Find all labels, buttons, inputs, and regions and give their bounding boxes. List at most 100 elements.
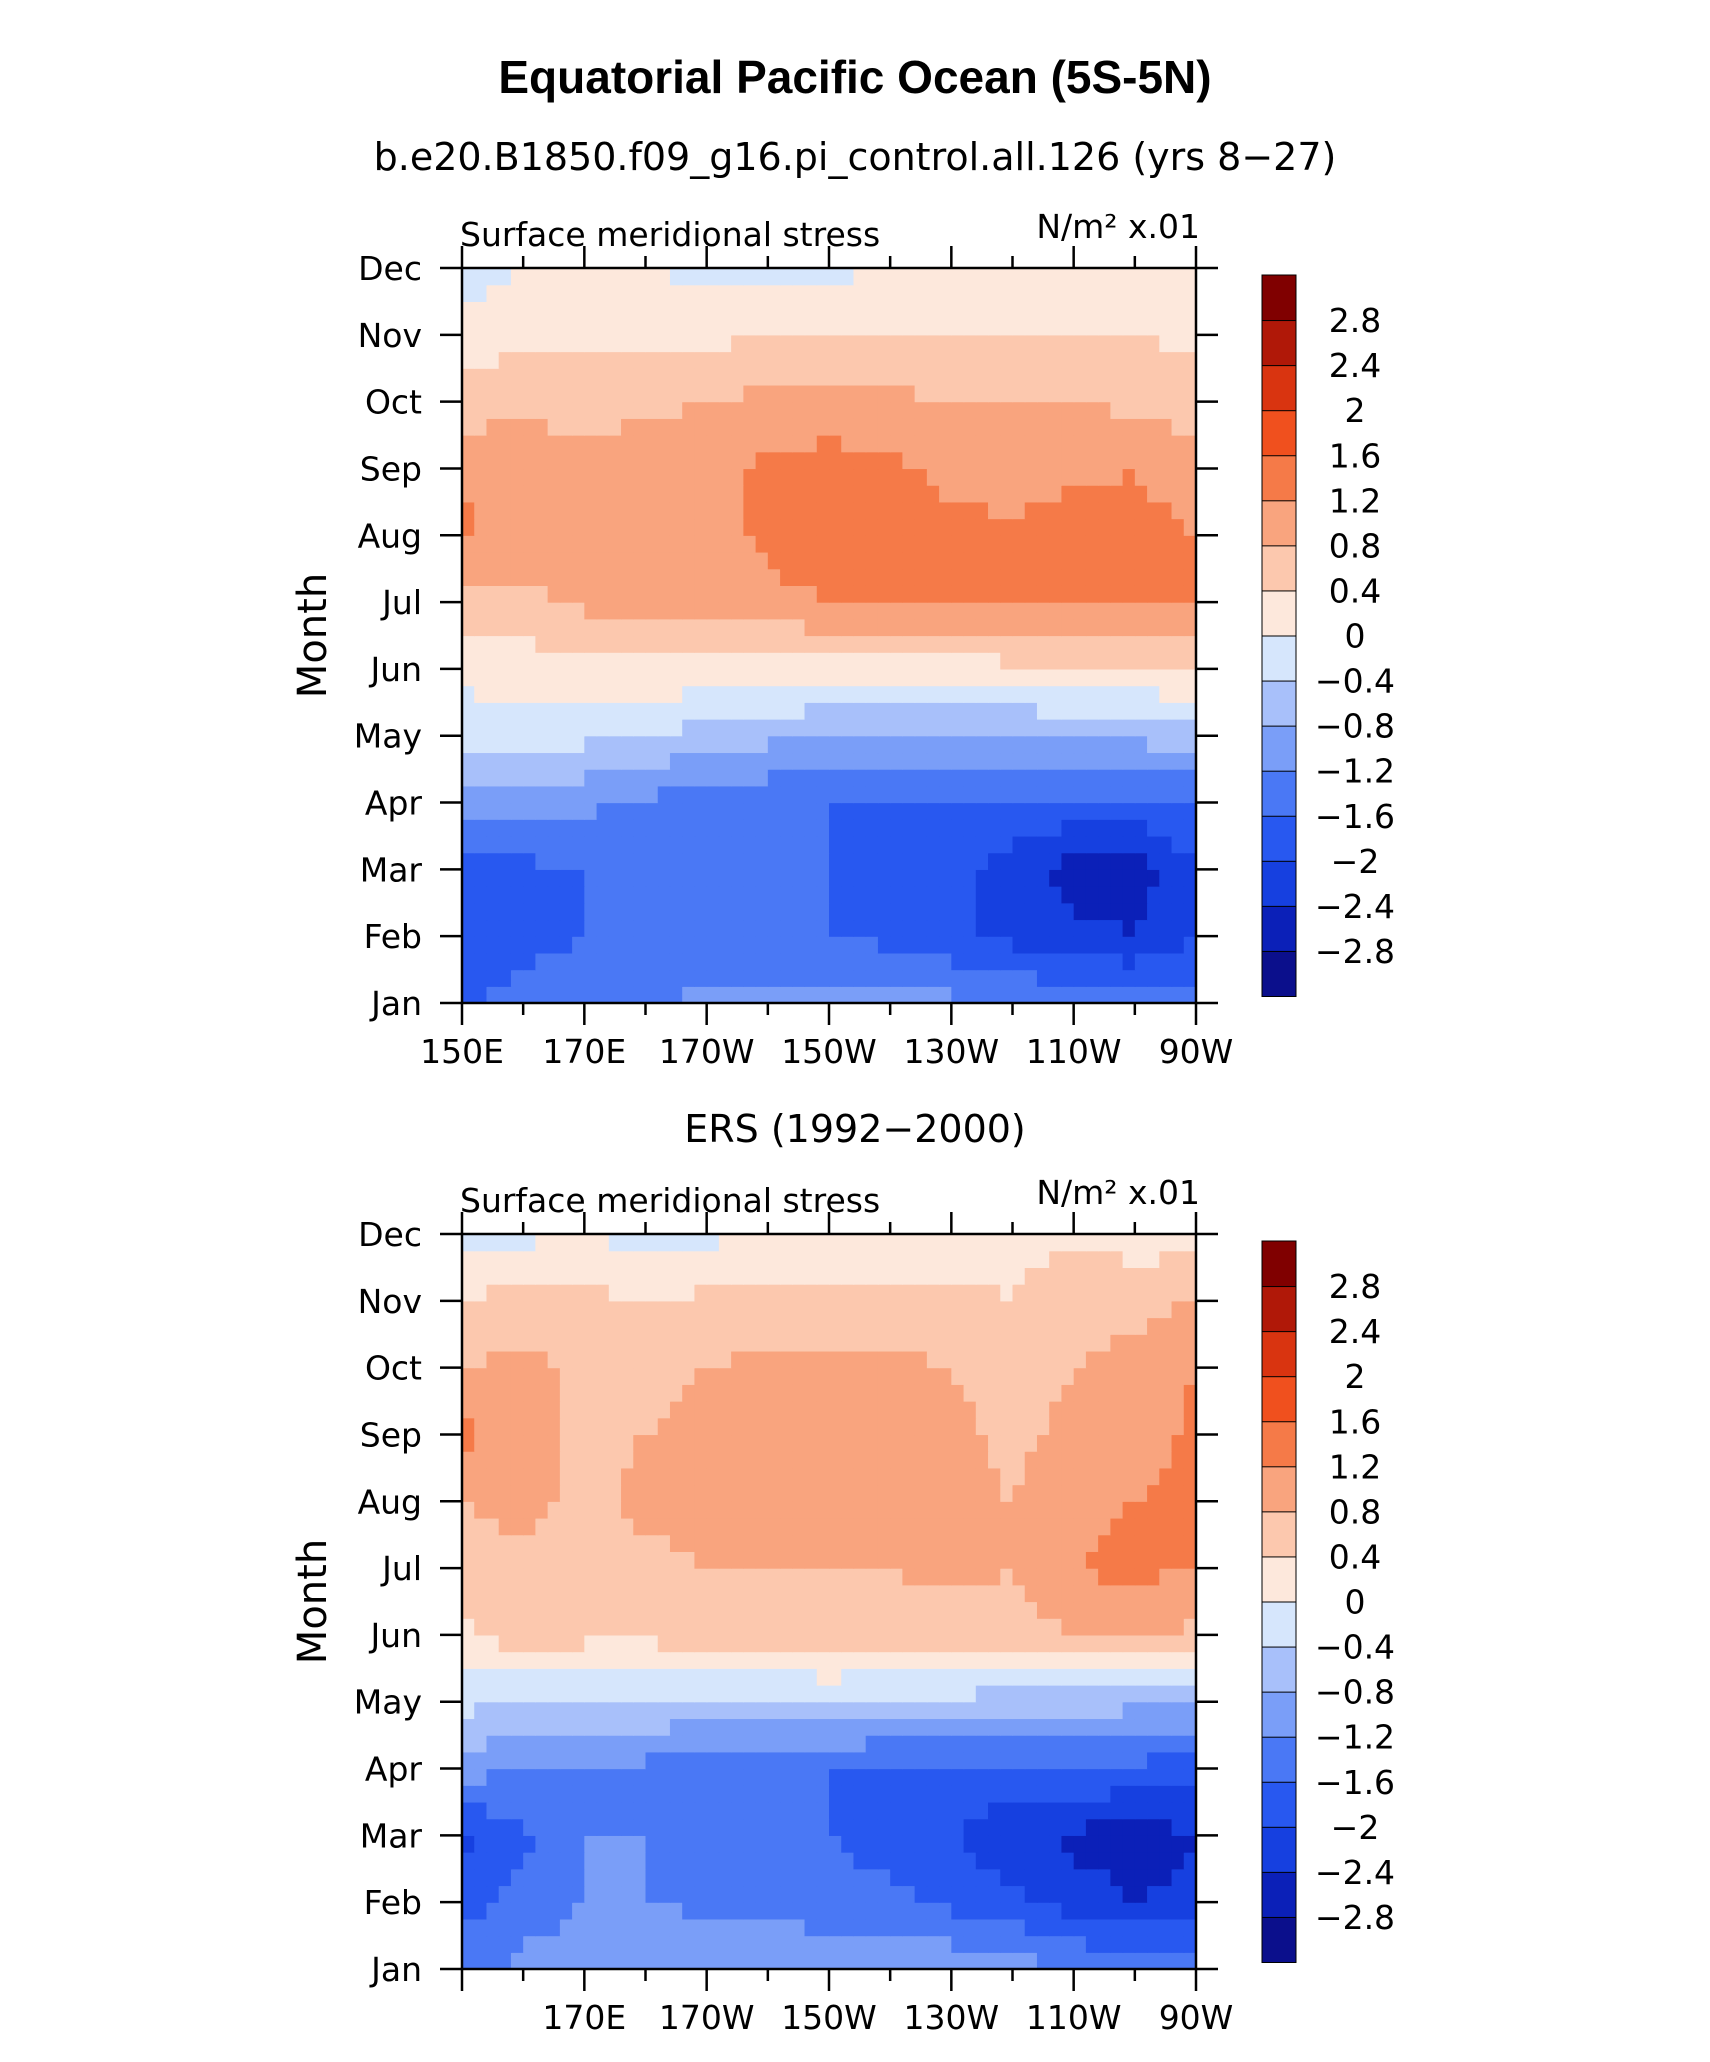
heat-cell — [1049, 1685, 1063, 1703]
heat-cell — [939, 585, 952, 603]
heat-cell — [645, 501, 659, 520]
heat-cell — [1061, 501, 1075, 520]
heat-cell — [523, 1685, 536, 1703]
heat-cell — [731, 1735, 744, 1753]
heat-cell — [877, 368, 891, 386]
heat-cell — [1098, 334, 1111, 353]
heat-cell — [767, 602, 781, 620]
heat-cell — [1122, 719, 1136, 737]
heat-cell — [608, 852, 622, 870]
heat-cell — [584, 1902, 598, 1920]
heat-cell — [951, 1517, 965, 1536]
heat-cell — [865, 318, 879, 336]
heat-cell — [669, 1501, 683, 1519]
heat-cell — [743, 1501, 757, 1519]
heat-cell — [706, 1350, 720, 1369]
heat-cell — [804, 1735, 818, 1753]
heat-cell — [462, 1618, 475, 1636]
heat-cell — [865, 1534, 879, 1552]
heat-cell — [755, 318, 769, 336]
heat-cell — [510, 368, 524, 386]
heat-cell — [914, 1618, 928, 1636]
heat-cell — [829, 1902, 842, 1920]
heat-cell — [523, 902, 536, 921]
heat-cell — [804, 284, 818, 302]
heat-cell — [572, 735, 585, 754]
heat-cell — [474, 468, 488, 486]
heat-cell — [816, 518, 830, 536]
heat-cell — [645, 1417, 659, 1436]
heat-cell — [926, 752, 940, 770]
heat-cell — [633, 334, 647, 353]
colorbar-label: 2.8 — [1329, 301, 1381, 340]
heat-cell — [718, 802, 732, 820]
heat-cell — [694, 501, 708, 520]
heat-cell — [1012, 936, 1026, 954]
colorbar-label: −2 — [1331, 842, 1380, 881]
heat-cell — [706, 1618, 720, 1636]
heat-cell — [718, 785, 732, 804]
heat-cell — [1110, 1417, 1124, 1436]
heat-cell — [731, 652, 744, 670]
heat-cell — [584, 568, 598, 586]
heat-cell — [1134, 568, 1148, 586]
heat-cell — [755, 535, 769, 553]
heat-cell — [486, 652, 500, 670]
heat-cell — [584, 936, 598, 954]
heat-cell — [510, 986, 524, 1004]
heat-cell — [572, 1534, 585, 1552]
heat-cell — [755, 1801, 769, 1820]
heat-cell — [1024, 1768, 1038, 1786]
heat-cell — [853, 318, 867, 336]
heat-cell — [669, 1568, 683, 1586]
heat-cell — [1036, 1534, 1050, 1552]
heat-cell — [474, 1334, 488, 1352]
heat-cell — [792, 1835, 806, 1853]
heat-cell — [731, 702, 744, 720]
heat-cell — [498, 1501, 512, 1519]
heat-cell — [1134, 284, 1148, 302]
heat-cell — [988, 535, 1001, 553]
heat-cell — [902, 401, 916, 419]
heat-cell — [1122, 518, 1136, 536]
heat-cell — [523, 1935, 536, 1953]
heat-cell — [816, 1568, 830, 1586]
heat-cell — [767, 318, 781, 336]
heat-cell — [1085, 418, 1099, 436]
heat-cell — [890, 301, 903, 319]
heat-cell — [657, 1334, 671, 1352]
heat-cell — [743, 952, 757, 971]
heat-cell — [926, 886, 940, 904]
heat-cell — [535, 1935, 549, 1953]
heat-cell — [523, 1801, 536, 1820]
heat-cell — [596, 384, 610, 403]
heat-cell — [498, 451, 512, 470]
heat-cell — [608, 1350, 622, 1369]
heat-cell — [547, 785, 561, 804]
heat-cell — [498, 1584, 512, 1603]
heat-cell — [706, 902, 720, 921]
heat-cell — [559, 835, 573, 854]
heat-cell — [706, 1384, 720, 1402]
heat-cell — [926, 535, 940, 553]
heat-cell — [780, 1818, 793, 1836]
heat-cell — [853, 1451, 867, 1469]
heat-cell — [1061, 418, 1075, 436]
heat-cell — [853, 785, 867, 804]
heat-cell — [988, 1785, 1001, 1803]
heat-cell — [669, 1852, 683, 1870]
heat-cell — [1012, 501, 1026, 520]
heat-cell — [1012, 852, 1026, 870]
heat-cell — [1134, 936, 1148, 954]
heat-cell — [743, 351, 757, 369]
heat-cell — [902, 1935, 916, 1953]
heat-cell — [1098, 1517, 1111, 1536]
heat-cell — [755, 635, 769, 653]
heat-cell — [1147, 1401, 1160, 1419]
colorbar-swatch — [1261, 860, 1297, 907]
heat-cell — [596, 535, 610, 553]
heat-cell — [951, 1384, 965, 1402]
heat-cell — [939, 1618, 952, 1636]
heat-cell — [694, 1801, 708, 1820]
heat-cell — [657, 318, 671, 336]
